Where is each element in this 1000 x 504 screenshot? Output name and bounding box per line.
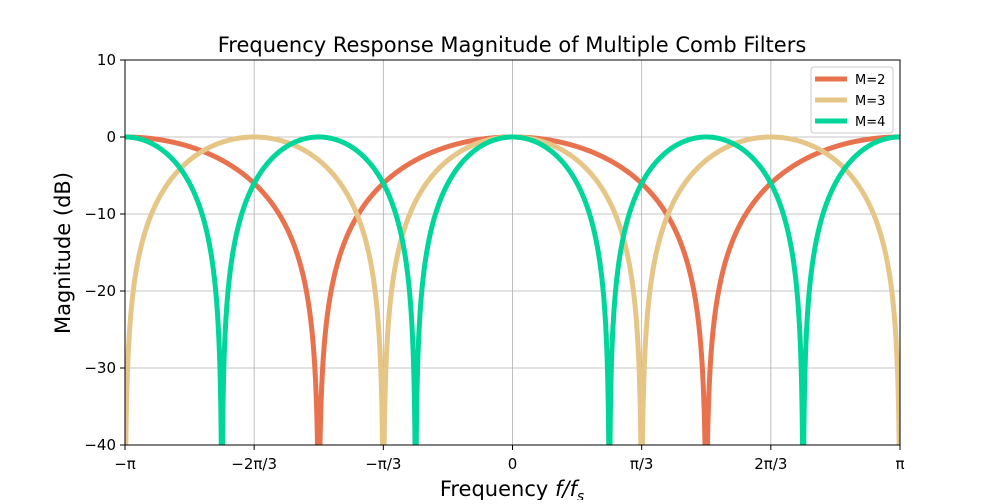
chart-title: Frequency Response Magnitude of Multiple… xyxy=(218,33,807,57)
x-axis-label: Frequency f/fs xyxy=(440,477,584,500)
x-tick-label: 2π/3 xyxy=(754,455,787,473)
x-tick-label: π/3 xyxy=(630,455,654,473)
y-tick-label: −40 xyxy=(84,436,116,454)
legend: M=2 M=3 M=4 xyxy=(810,66,894,134)
x-tick-label: −2π/3 xyxy=(231,455,277,473)
x-tick-label: π xyxy=(895,455,904,473)
ticks: −π −2π/3 −π/3 0 π/3 2π/3 π 10 0 −10 −20 −30 −40 xyxy=(84,51,904,473)
y-tick-label: 10 xyxy=(97,51,116,69)
x-tick-label: −π/3 xyxy=(365,455,401,473)
legend-label: M=4 xyxy=(855,115,885,130)
y-tick-label: 0 xyxy=(106,128,116,146)
grid xyxy=(124,59,901,446)
x-axis-label-text: Frequency xyxy=(440,477,549,500)
y-tick-label: −30 xyxy=(84,359,116,377)
x-tick-label: −π xyxy=(114,455,136,473)
x-axis-label-sub: s xyxy=(577,489,584,500)
series-line-m4 xyxy=(125,134,900,445)
series-group xyxy=(125,134,900,445)
legend-label: M=2 xyxy=(855,73,885,88)
y-tick-label: −20 xyxy=(84,282,116,300)
x-tick-label: 0 xyxy=(508,455,518,473)
y-axis-label: Magnitude (dB) xyxy=(51,172,75,334)
y-tick-label: −10 xyxy=(84,205,116,223)
x-axis-label-math: f/f xyxy=(555,477,580,500)
legend-label: M=3 xyxy=(855,94,885,109)
